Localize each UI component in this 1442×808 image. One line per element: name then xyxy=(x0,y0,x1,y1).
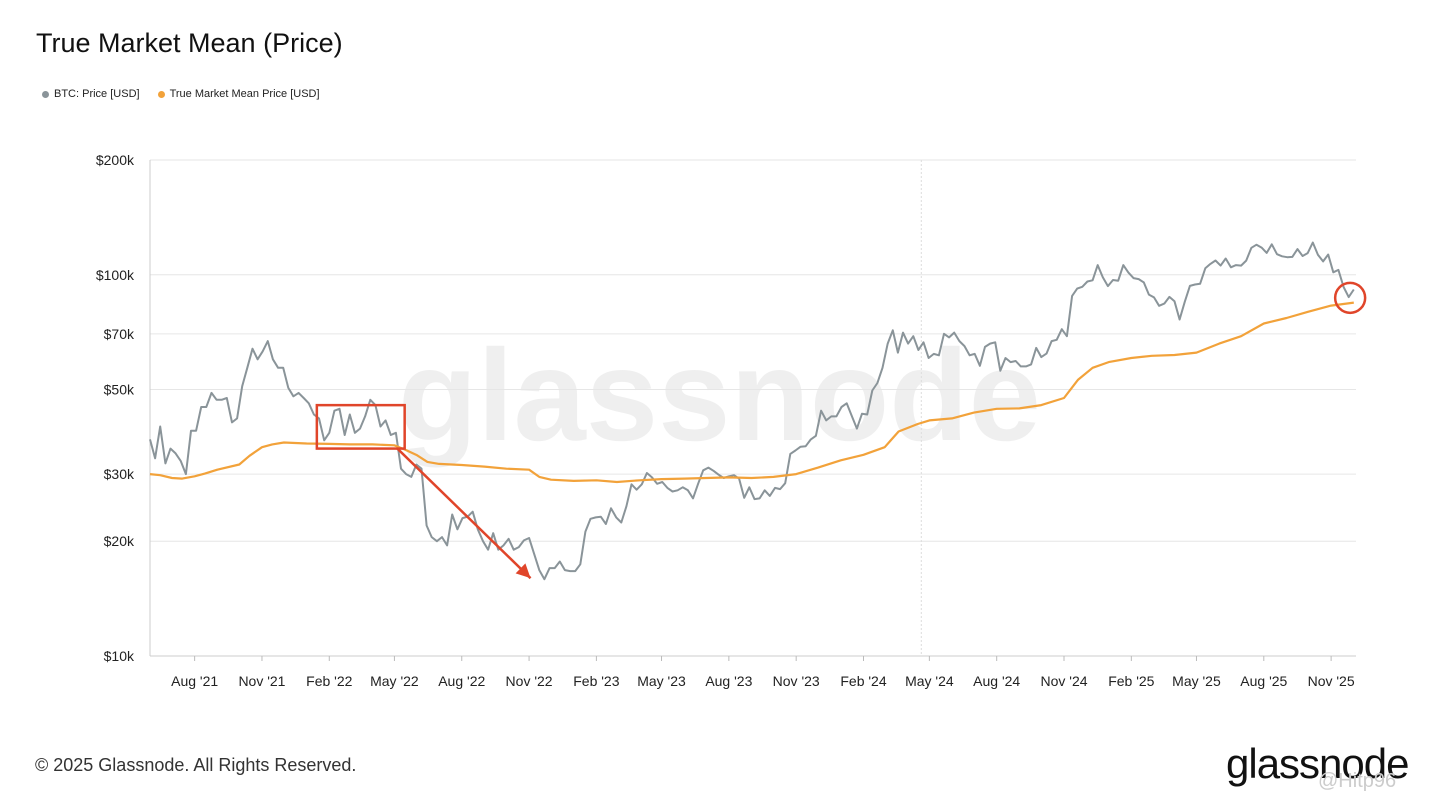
y-tick-label: $20k xyxy=(104,533,135,549)
chart-plot[interactable]: glassnode $10k $20k $30k $50k $70k $100k $200k… xyxy=(0,0,1442,730)
annotation-box xyxy=(315,403,406,450)
x-tick-label: Nov '22 xyxy=(506,673,553,689)
legend-dot-icon xyxy=(157,90,165,98)
x-tick-label: Aug '24 xyxy=(973,673,1020,689)
x-tick-label: Feb '25 xyxy=(1108,673,1154,689)
x-tick-label: Aug '25 xyxy=(1240,673,1287,689)
y-tick-label: $10k xyxy=(104,648,135,664)
gridlines xyxy=(150,159,1356,657)
legend-item-btc-price[interactable]: BTC: Price [USD] xyxy=(42,88,140,100)
x-tick-label: Aug '21 xyxy=(171,673,218,689)
x-tick-label: Feb '24 xyxy=(840,673,886,689)
copyright-footer: © 2025 Glassnode. All Rights Reserved. xyxy=(35,755,357,775)
x-tick-label: Aug '22 xyxy=(438,673,485,689)
y-tick-label: $50k xyxy=(104,382,135,398)
x-tick-label: May '25 xyxy=(1172,673,1221,689)
x-tick-label: Nov '21 xyxy=(238,673,285,689)
x-tick-label: May '23 xyxy=(637,673,686,689)
x-tick-label: Aug '23 xyxy=(705,673,752,689)
y-tick-label: $70k xyxy=(104,326,135,342)
chart-legend: BTC: Price [USD] True Market Mean Price … xyxy=(42,88,320,100)
annotation-arrow-head-icon xyxy=(515,563,531,579)
x-tick-label: Nov '24 xyxy=(1040,673,1087,689)
annotation-arrow-line xyxy=(396,447,532,580)
glassnode-logo: glassnode xyxy=(1226,740,1409,787)
x-tick-label: Nov '25 xyxy=(1308,673,1355,689)
series-line-btc-price xyxy=(149,241,1355,581)
x-axis: Aug '21 Nov '21 Feb '22 May '22 Aug '22 Nov '… xyxy=(150,655,1356,689)
x-tick-label: May '22 xyxy=(370,673,419,689)
legend-item-true-market-mean[interactable]: True Market Mean Price [USD] xyxy=(157,88,320,100)
annotation-circle xyxy=(1333,281,1367,315)
legend-dot-icon xyxy=(42,90,49,98)
x-tick-label: Feb '22 xyxy=(306,673,352,689)
legend-label: True Market Mean Price [USD] xyxy=(169,88,320,100)
y-axis: $10k $20k $30k $50k $70k $100k $200k xyxy=(96,152,151,664)
watermark: glassnode xyxy=(398,322,1041,468)
x-tick-label: Feb '23 xyxy=(573,673,619,689)
annotations xyxy=(315,281,1367,580)
y-tick-label: $30k xyxy=(104,466,135,482)
chart-title: True Market Mean (Price) xyxy=(36,28,343,58)
y-tick-label: $200k xyxy=(96,152,135,168)
x-tick-label: May '24 xyxy=(905,673,954,689)
y-tick-label: $100k xyxy=(96,267,135,283)
legend-label: BTC: Price [USD] xyxy=(54,88,140,100)
series-line-true-market-mean xyxy=(149,301,1354,484)
author-credit: @Hitp96 xyxy=(1318,770,1397,792)
series-layer xyxy=(149,241,1355,581)
x-tick-label: Nov '23 xyxy=(773,673,820,689)
